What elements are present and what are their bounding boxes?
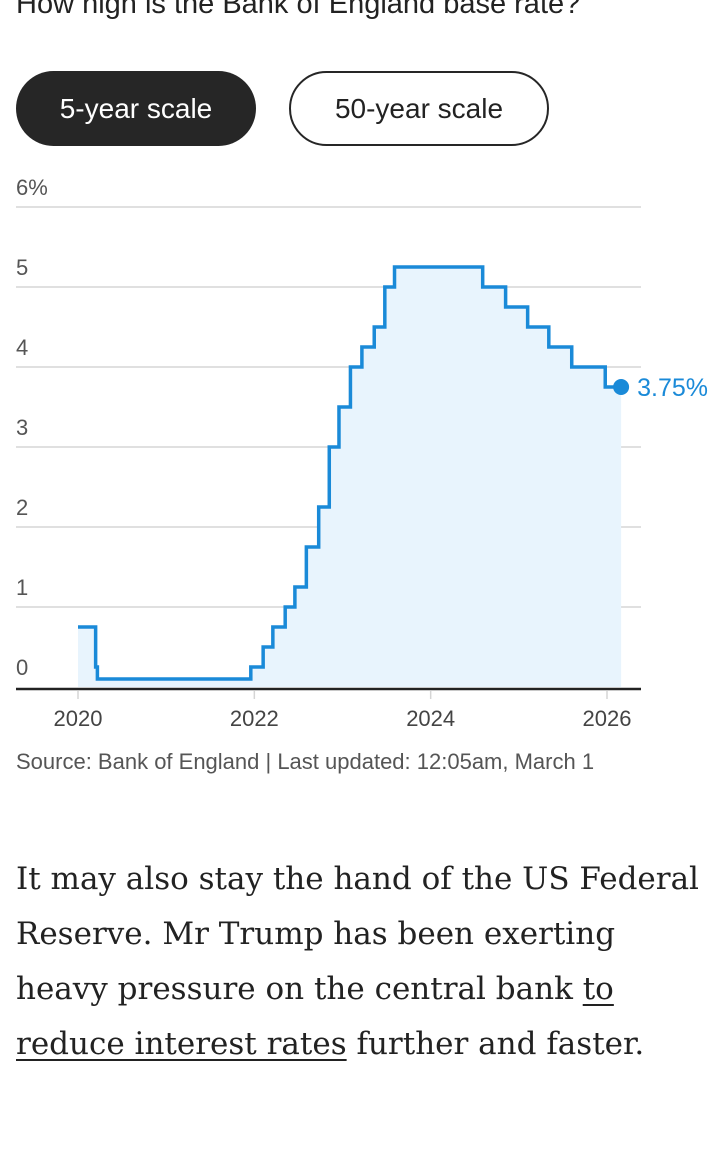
paragraph-text: It may also stay the hand of the US Fede… <box>16 861 699 1007</box>
interest-rates-link[interactable]: to reduce interest rates <box>16 971 614 1062</box>
x-tick-label: 2026 <box>583 706 632 731</box>
y-tick-label: 0 <box>16 655 28 680</box>
y-tick-label: 2 <box>16 495 28 520</box>
chart-title: How high is the Bank of England base rat… <box>16 0 581 20</box>
x-tick-label: 2022 <box>230 706 279 731</box>
rate-chart: 0 1 2 3 4 5 6% 2020 2022 2024 2026 3.75% <box>16 175 708 731</box>
y-tick-label: 3 <box>16 415 28 440</box>
end-point-marker <box>613 379 630 395</box>
y-tick-label: 4 <box>16 335 28 360</box>
area-fill <box>78 267 622 687</box>
article-paragraph: It may also stay the hand of the US Fede… <box>16 852 706 1072</box>
fifty-year-scale-button[interactable]: 50-year scale <box>289 71 549 146</box>
end-value-label: 3.75% <box>637 374 708 402</box>
x-tick-label: 2024 <box>406 706 455 731</box>
five-year-scale-button[interactable]: 5-year scale <box>16 71 256 146</box>
y-tick-label: 5 <box>16 255 28 280</box>
x-tick-label: 2020 <box>54 706 103 731</box>
rate-line <box>78 265 622 681</box>
y-tick-label: 6% <box>16 175 48 200</box>
paragraph-text-end: further and faster. <box>346 1026 645 1062</box>
y-tick-label: 1 <box>16 575 28 600</box>
chart-source: Source: Bank of England | Last updated: … <box>16 749 595 774</box>
